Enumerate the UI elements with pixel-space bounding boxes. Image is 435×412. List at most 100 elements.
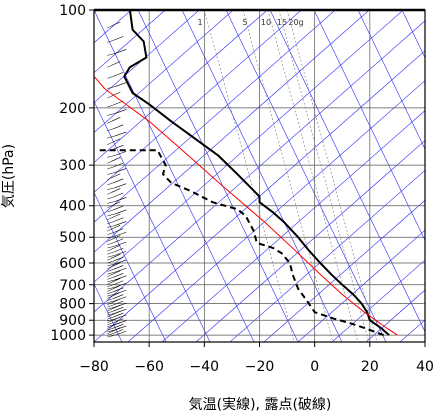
wind-barb [107,205,112,208]
guide-line-blue [313,10,425,242]
wind-barb [107,284,114,287]
y-tick-label: 100 [59,3,86,19]
wind-barb [115,314,127,320]
y-axis-label: 気圧(hPa) [1,144,17,208]
wind-barb [107,235,116,239]
wind-barb [107,166,114,170]
wind-barb [107,196,114,200]
guide-line-blue [94,20,425,313]
grid-layer [94,10,425,342]
wind-barb [115,308,127,314]
wind-barb [107,155,116,158]
guide-line-blue [195,140,425,342]
wind-barb [107,329,116,333]
mixing-ratio-line [278,10,370,342]
guide-line-blue [94,10,370,253]
wind-barb [107,255,116,258]
wind-barb [113,124,124,130]
wind-barb [107,334,116,338]
wind-barb [107,257,112,261]
wind-barb [111,173,121,178]
wind-barb [115,241,127,247]
wind-barb [107,86,116,89]
guide-line-blue [94,191,167,342]
x-tick-label: 0 [310,359,319,375]
wind-barb [111,278,121,283]
wind-barb [111,21,121,27]
wind-barb [107,213,116,217]
wind-barb [113,217,124,223]
wind-barb [113,280,124,286]
wind-barb [113,312,124,318]
y-tick-label: 900 [59,313,86,329]
wind-barb [115,296,127,302]
wind-barb [107,135,116,139]
wind-barb [107,217,112,221]
y-tick-label: 400 [59,199,86,215]
wind-barb [107,221,114,224]
series-layer [94,10,398,337]
wind-barb [113,228,124,233]
wind-barb [115,289,127,295]
wind-barb [107,228,112,232]
wind-barb [115,131,127,137]
wind-barb [111,262,121,267]
wind-barb [107,209,114,213]
guide-line-blue [181,10,343,342]
wind-barb [107,327,114,331]
mixing-ratio-line [204,10,295,342]
guide-line-blue [94,50,425,342]
wind-barb [107,242,114,246]
wind-barb [107,95,112,99]
wind-barb [111,201,121,207]
wind-barb [111,61,121,66]
guide-line-blue [94,10,200,104]
wind-barb [107,318,116,322]
wind-barb [115,168,127,173]
wind-barb [107,308,112,312]
guide-line-blue [127,80,425,342]
mixing-ratio-line [286,10,378,342]
guide-line-blue [94,10,166,74]
wind-barb [111,253,121,259]
wind-barb [115,49,127,54]
guide-line-blue [94,283,123,342]
wind-barb [107,316,114,320]
wind-barb [111,224,121,230]
wind-barb [107,263,116,267]
wind-barb [111,138,121,143]
guide-line-blue [94,10,268,163]
wind-barb [107,324,116,327]
wind-barb [115,267,127,273]
x-tick-label: −60 [134,359,164,375]
wind-barb [113,205,124,211]
guide-line-blue [229,170,425,342]
guide-line-blue [94,10,234,133]
wind-barb [107,161,112,164]
wind-barb [113,247,124,253]
wind-barb [115,330,127,336]
series-line-solid [123,10,390,336]
wind-barb [113,36,124,41]
y-tick-label: 500 [59,230,86,246]
guide-line-blue [161,110,425,342]
wind-barb [107,269,114,272]
wind-barb [111,244,121,250]
x-axis-label: 気温(実線), 露点(破線) [189,397,332,412]
wind-barb [115,231,127,237]
wind-barb [111,188,121,193]
wind-barb [113,162,124,168]
wind-barb [107,286,116,290]
wind-barb [115,302,127,308]
wind-barb [115,320,127,325]
wind-barb [113,265,124,270]
wind-barb [107,331,112,334]
wind-barb [107,279,116,283]
wind-barb [113,294,124,299]
mixing-ratio-label: 15 [277,18,287,27]
wind-barb [107,291,114,295]
wind-barb [107,142,112,145]
tick-labels: −80 −60 −40 −20 0 20 40 100 200 300 400 500 600 700 80… [50,3,434,375]
wind-barb [107,277,114,280]
